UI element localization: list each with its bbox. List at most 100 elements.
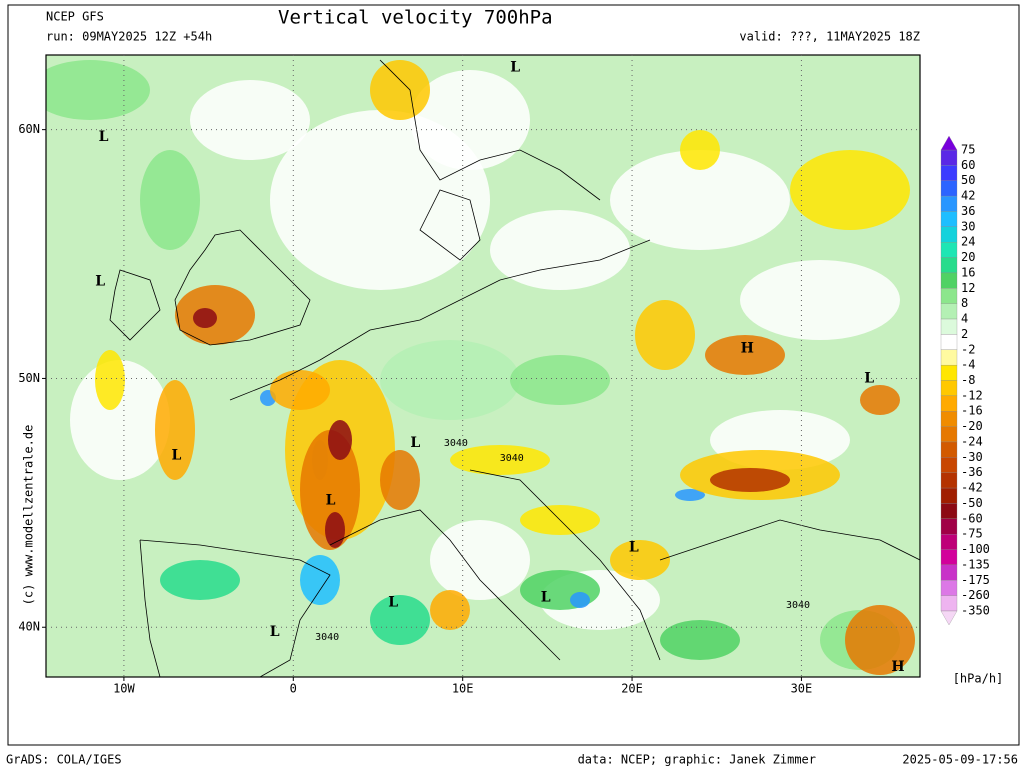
- colorbar-swatch: [940, 426, 958, 443]
- colorbar-unit: [hPa/h]: [953, 672, 1004, 686]
- field-blob: [155, 380, 195, 480]
- field-blob: [710, 468, 790, 492]
- pressure-center: L: [629, 540, 639, 556]
- colorbar-label: -75: [961, 527, 983, 541]
- pressure-center: L: [410, 435, 420, 451]
- coast-black-sea: [659, 519, 920, 561]
- model-name: NCEP GFS: [46, 10, 104, 24]
- field-blob: [190, 80, 310, 160]
- colorbar-swatch: [940, 564, 958, 581]
- colorbar-label: 30: [961, 219, 975, 233]
- colorbar-swatch: [940, 518, 958, 535]
- colorbar-swatch: [940, 395, 958, 412]
- colorbar-swatch: [940, 272, 958, 289]
- run-info: run: 09MAY2025 12Z +54h: [46, 30, 212, 44]
- colorbar-swatch: [940, 195, 958, 212]
- field-blob: [370, 595, 430, 645]
- field-blob: [490, 210, 630, 290]
- colorbar-swatch: [940, 165, 958, 181]
- map-frame: [45, 54, 921, 678]
- field-blob: [380, 450, 420, 510]
- pressure-center: L: [270, 624, 280, 640]
- colorbar-label: -260: [961, 588, 990, 602]
- footer-left: GrADS: COLA/IGES: [6, 753, 122, 767]
- colorbar-swatch: [940, 534, 958, 550]
- field-blob: [300, 555, 340, 605]
- pressure-center: L: [510, 59, 520, 75]
- field-blob: [140, 150, 200, 250]
- colorbar-label: -4: [961, 358, 975, 372]
- valid-info: valid: ???, 11MAY2025 18Z: [739, 30, 920, 44]
- x-tick-label: 30E: [791, 682, 813, 696]
- field-blob: [325, 512, 345, 548]
- field-blob: [328, 420, 352, 460]
- colorbar-swatch: [940, 364, 958, 381]
- field-blob: [270, 370, 330, 410]
- field-blob: [860, 385, 900, 415]
- colorbar-swatch: [940, 580, 958, 596]
- colorbar-swatch: [940, 349, 958, 366]
- field-blob: [610, 150, 790, 250]
- field-blob: [160, 560, 240, 600]
- field-blob: [430, 520, 530, 600]
- colorbar-label: 16: [961, 265, 975, 279]
- colorbar-label: 36: [961, 204, 975, 218]
- colorbar-swatch: [940, 257, 958, 274]
- colorbar-label: 20: [961, 250, 975, 264]
- pressure-center: L: [541, 589, 551, 605]
- colorbar-label: 4: [961, 312, 968, 326]
- field-blob: [450, 445, 550, 475]
- pressure-center: L: [95, 273, 105, 289]
- field-blob: [680, 130, 720, 170]
- field-blob: [675, 489, 705, 501]
- field-blob: [70, 360, 170, 480]
- colorbar-swatch: [940, 457, 958, 473]
- field-blob: [790, 150, 910, 230]
- colorbar-swatch: [940, 487, 958, 504]
- velocity-field: [46, 55, 920, 677]
- colorbar-swatch: [940, 303, 958, 320]
- colorbar-swatch: [940, 149, 958, 166]
- colorbar-label: 60: [961, 158, 975, 172]
- y-tick-label: 60N: [18, 122, 40, 136]
- footer-center: data: NCEP; graphic: Janek Zimmer: [578, 753, 816, 767]
- field-blob: [510, 355, 610, 405]
- field-blob: [740, 260, 900, 340]
- x-tick-label: 0: [290, 682, 297, 696]
- colorbar-swatch: [940, 211, 958, 227]
- colorbar-label: -350: [961, 604, 990, 618]
- coastlines: [109, 59, 920, 677]
- outer-frame: [7, 4, 1020, 746]
- colorbar-swatch: [940, 503, 958, 519]
- colorbar-label: -20: [961, 419, 983, 433]
- colorbar-label: -24: [961, 434, 983, 448]
- colorbar-label: 24: [961, 235, 975, 249]
- colorbar-label: -16: [961, 404, 983, 418]
- field-blob: [635, 300, 695, 370]
- colorbar-label: -42: [961, 481, 983, 495]
- field-blob: [300, 430, 360, 550]
- y-tick-label: 40N: [18, 620, 40, 634]
- colorbar-label: -60: [961, 511, 983, 525]
- colorbar-label: 2: [961, 327, 968, 341]
- x-tick-label: 10W: [113, 682, 135, 696]
- colorbar-swatch: [940, 226, 958, 243]
- coast-britain: [174, 229, 311, 346]
- colorbar-swatch: [940, 472, 958, 489]
- field-blob: [410, 70, 530, 170]
- field-blob: [46, 60, 150, 120]
- coast-south: [329, 469, 661, 661]
- field-blob: [95, 350, 125, 410]
- colorbar-swatch: [940, 334, 958, 350]
- colorbar-arrow-top: [940, 135, 958, 151]
- contour-label: 3040: [500, 453, 524, 464]
- colorbar-swatch: [940, 318, 958, 335]
- colorbar-label: 42: [961, 189, 975, 203]
- colorbar-label: 50: [961, 173, 975, 187]
- coast-north: [229, 239, 651, 401]
- colorbar-swatch: [940, 441, 958, 458]
- coast-iberia: [139, 539, 331, 677]
- colorbar-label: -2: [961, 342, 975, 356]
- pressure-center: L: [99, 129, 109, 145]
- colorbar-arrow-bottom: [940, 610, 958, 626]
